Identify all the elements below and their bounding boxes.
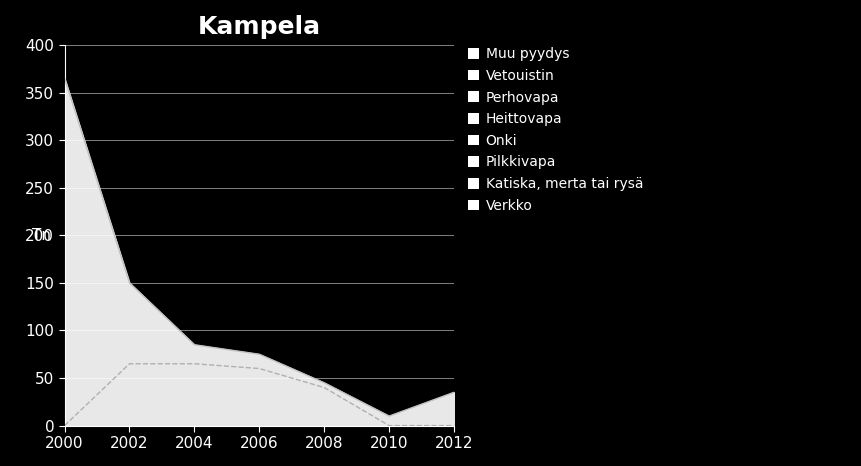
Legend: Muu pyydys, Vetouistin, Perhovapa, Heittovapa, Onki, Pilkkivapa, Katiska, merta : Muu pyydys, Vetouistin, Perhovapa, Heitt… [464, 44, 645, 215]
Y-axis label: Tn: Tn [32, 228, 51, 243]
Title: Kampela: Kampela [197, 15, 320, 39]
